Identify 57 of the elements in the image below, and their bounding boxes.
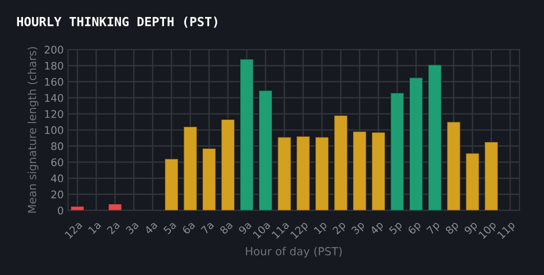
bar	[484, 141, 498, 210]
chart-title: HOURLY THINKING DEPTH (PST)	[17, 16, 218, 28]
y-tick-label: 140	[45, 94, 64, 102]
y-tick-label: 20	[51, 190, 64, 198]
bar	[164, 158, 179, 210]
x-tick-label: 3p	[350, 220, 366, 236]
y-tick-label: 80	[51, 142, 64, 150]
bar	[258, 90, 273, 210]
y-tick-label: 160	[45, 78, 64, 86]
x-tick-label: 10p	[478, 220, 498, 240]
x-tick-label: 10a	[252, 220, 271, 239]
x-tick-label: 4a	[144, 220, 158, 235]
bar	[334, 114, 348, 210]
x-tick-label: 1a	[88, 220, 102, 234]
x-tick-label: 11a	[272, 220, 290, 239]
x-tick-label: 5p	[388, 220, 404, 236]
x-tick-label: 2p	[332, 220, 348, 236]
bar	[296, 136, 310, 210]
x-tick-label: 1p	[314, 220, 329, 236]
bar	[240, 58, 254, 210]
x-tick-label: 8p	[444, 220, 460, 236]
bar	[277, 136, 292, 210]
bar	[371, 132, 386, 210]
x-tick-label: 6a	[182, 220, 196, 234]
bar	[314, 136, 330, 210]
bar	[183, 126, 198, 210]
x-tick-label: 6p	[407, 220, 423, 236]
x-tick-label: 9a	[238, 220, 252, 235]
y-tick-label: 180	[45, 62, 64, 70]
y-tick-label: 0	[58, 206, 64, 214]
bar	[202, 148, 216, 210]
x-tick-label: 5a	[163, 220, 177, 234]
bar	[220, 118, 236, 210]
x-tick-label: 3a	[125, 220, 139, 234]
y-tick-label: 200	[44, 46, 64, 54]
x-tick-label: 12p	[290, 220, 310, 240]
bar	[390, 92, 404, 210]
x-tick-label: 7p	[426, 220, 442, 236]
bar	[428, 64, 442, 210]
x-tick-label: 12a	[64, 220, 82, 239]
x-tick-label: 2a	[106, 220, 120, 234]
y-axis-title: Mean signature length (chars)	[28, 47, 38, 213]
y-tick-label: 120	[45, 110, 64, 118]
y-tick-label: 100	[45, 126, 64, 134]
x-tick-label: 9p	[464, 220, 480, 236]
y-tick-label: 60	[51, 158, 64, 166]
x-tick-label: 11p	[497, 220, 517, 240]
bar	[465, 152, 480, 210]
bar	[352, 130, 367, 210]
bar	[408, 77, 424, 210]
x-tick-label: 8a	[219, 220, 233, 234]
bar	[108, 203, 122, 210]
x-axis-title: Hour of day (PST)	[246, 246, 342, 258]
x-tick-label: 7a	[200, 220, 214, 234]
bar	[446, 121, 461, 210]
x-tick-label: 4p	[370, 220, 386, 236]
y-tick-label: 40	[51, 174, 64, 182]
